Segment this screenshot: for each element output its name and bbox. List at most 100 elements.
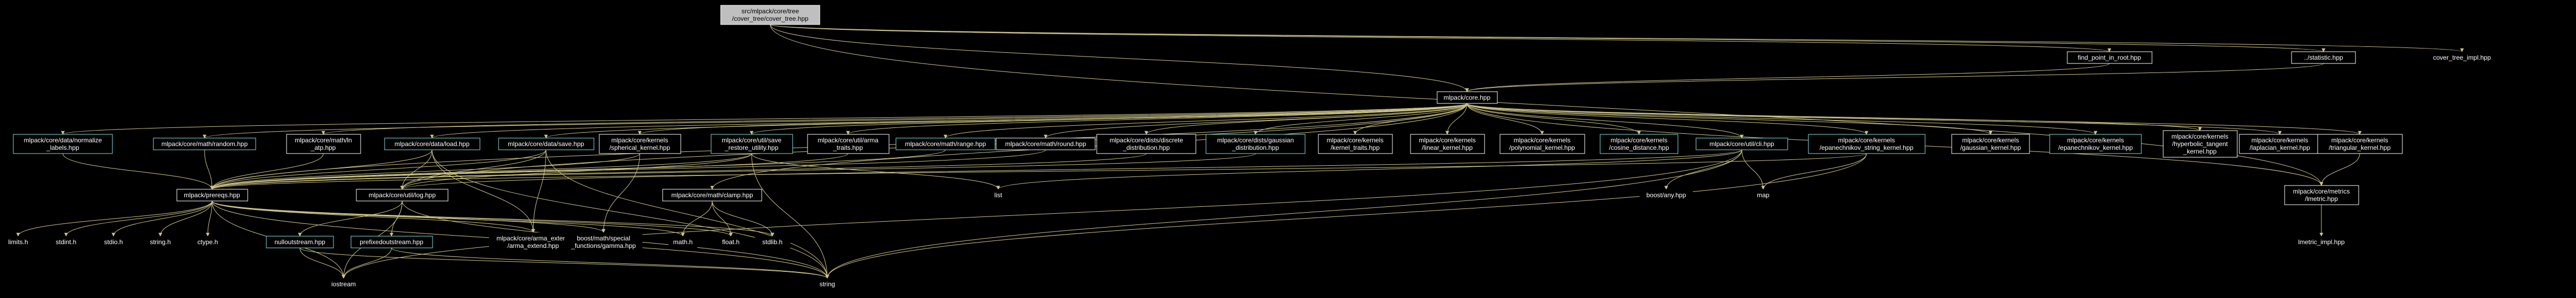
edge-n7-n28 [210, 153, 324, 190]
node-mlpack-core-kernels-laplacian-kernel-hpp[interactable]: mlpack/core/kernels/laplacian_kernel.hpp [2239, 134, 2321, 154]
edge-n4-n16 [1253, 103, 1468, 135]
edge-n4-n25 [1466, 103, 2202, 131]
node-mlpack-core-math-ln-atp-hpp[interactable]: mlpack/core/math/ln_atp.hpp [286, 134, 361, 154]
node-label: /arma_extend.hpp [508, 242, 559, 249]
node-mlpack-core-math-clamp-hpp[interactable]: mlpack/core/math/clamp.hpp [662, 189, 762, 202]
node-mlpack-core-math-range-hpp[interactable]: mlpack/core/math/range.hpp [895, 138, 996, 150]
node-mlpack-core-kernels-hyperbolic-tangent-kernel-hpp[interactable]: mlpack/core/kernels/hyperbolic_tangent_k… [2163, 130, 2238, 158]
edge-n22-n49 [825, 153, 1867, 279]
edge-n11-n31 [751, 153, 1000, 190]
node-mlpack-core-kernels-spherical-kernel-hpp[interactable]: mlpack/core/kernels/spherical_kernel.hpp [599, 134, 681, 154]
edge-n30-n45 [712, 200, 733, 237]
node-nulloutstream-hpp[interactable]: nulloutstream.hpp [266, 236, 334, 248]
node-box [266, 236, 334, 248]
edge-n0-n2 [770, 24, 2325, 52]
node-box [2291, 51, 2356, 64]
edge-n4-n23 [1466, 103, 1993, 135]
node-prefixedoutstream-hpp[interactable]: prefixedoutstream.hpp [350, 236, 433, 248]
edge-n4-n24 [1466, 103, 2098, 135]
edge-n22-n33 [1761, 153, 1867, 190]
edge-n41-n49 [391, 247, 829, 279]
edge-n41-n48 [341, 247, 392, 279]
edge-n0-n4 [770, 24, 1469, 92]
node-mlpack-core-kernels-epanechnikov-string-kernel-hpp[interactable]: mlpack/core/kernels/epanechnikov_string_… [1808, 134, 1926, 154]
node-mlpack-core-data-load-hpp[interactable]: mlpack/core/data/load.hpp [384, 138, 480, 150]
node-label: _kernel.hpp [2183, 148, 2217, 155]
edge-n21-n32 [1664, 149, 1742, 190]
node-mlpack-core-data-normalize-labels-hpp[interactable]: mlpack/core/data/normalize_labels.hpp [13, 134, 113, 154]
node-boost-any-hpp: boost/any.hpp [1640, 189, 1693, 201]
node-box [384, 138, 480, 150]
node-label: mlpack/core/util/log.hpp [369, 191, 436, 199]
edge-n21-n33 [1741, 149, 1765, 190]
node-box [1640, 189, 1693, 201]
node-label: stdlib.h [762, 238, 782, 246]
node-label: mlpack/core/util/arma [818, 136, 878, 144]
node-mlpack-core-data-save-hpp[interactable]: mlpack/core/data/save.hpp [498, 138, 594, 150]
node-label: math.h [673, 238, 693, 246]
node-mlpack-core-hpp[interactable]: mlpack/core.hpp [1437, 91, 1498, 104]
node-label: /lmetric.hpp [2305, 195, 2338, 203]
node-mlpack-core-math-random-hpp[interactable]: mlpack/core/math/random.hpp [153, 138, 256, 150]
edge-n10-n43 [601, 153, 640, 233]
node-label: _traits.hpp [833, 144, 863, 151]
edge-n4-n10 [638, 103, 1468, 135]
node-label: mlpack/core/kernels [2252, 136, 2309, 144]
node-label: mlpack/core/kernels [2172, 133, 2229, 140]
node-box [350, 236, 433, 248]
node-label: src/mlpack/core/tree [741, 7, 799, 15]
node-mlpack-core-util-log-hpp[interactable]: mlpack/core/util/log.hpp [356, 189, 449, 202]
node-label: mlpack/core/kernels [1514, 136, 1571, 144]
node-mlpack-core-metrics-lmetric-hpp[interactable]: mlpack/core/metrics/lmetric.hpp [2284, 185, 2359, 205]
edge-n4-n22 [1466, 103, 1869, 135]
node-label: mlpack/core/math/ln [295, 136, 352, 144]
node-mlpack-core-util-arma-traits-hpp[interactable]: mlpack/core/util/arma_traits.hpp [807, 134, 890, 154]
node-label: mlpack/core/data/normalize [24, 136, 102, 144]
edge-n16-n28 [210, 153, 1256, 190]
node-mlpack-core-kernels-cosine-distance-hpp[interactable]: mlpack/core/kernels/cosine_distance.hpp [1600, 134, 1678, 154]
node-box [498, 138, 594, 150]
node-mlpack-core-kernels-polynomial-kernel-hpp[interactable]: mlpack/core/kernels/polynomial_kernel.hp… [1499, 134, 1585, 154]
edge-n8-n29 [400, 149, 433, 190]
node-mlpack-prereqs-hpp[interactable]: mlpack/prereqs.hpp [176, 189, 248, 202]
edge-n8-n49 [431, 149, 829, 279]
node-mlpack-core-kernels-linear-kernel-hpp[interactable]: mlpack/core/kernels/linear_kernel.hpp [1410, 134, 1485, 154]
node-list: list [988, 189, 1009, 201]
edge-n21-n49 [825, 149, 1742, 279]
node-find-point-in-root-hpp[interactable]: find_point_in_root.hpp [2067, 51, 2153, 64]
node-mlpack-core-kernels-triangular-kernel-hpp[interactable]: mlpack/core/kernels/triangular_kernel.hp… [2317, 134, 2403, 154]
node-mlpack-core-math-round-hpp[interactable]: mlpack/core/math/round.hpp [996, 138, 1096, 150]
edge-n4-n21 [1466, 103, 1744, 139]
node-label: boost/math/special [577, 235, 630, 242]
node-box [326, 278, 362, 290]
node-label: mlpack/core/kernels [2067, 136, 2124, 144]
edge-n28-n36 [64, 200, 213, 237]
node-label: limits.h [8, 238, 28, 246]
node-box [2049, 134, 2142, 154]
node-label: mlpack/core/kernels [1419, 136, 1476, 144]
node-mlpack-core-kernels-gaussian-kernel-hpp[interactable]: mlpack/core/kernels/gaussian_kernel.hpp [1951, 134, 2030, 154]
node-label: /spherical_kernel.hpp [609, 144, 670, 151]
edge-n21-n29 [400, 149, 1742, 190]
node-box [988, 189, 1009, 201]
node-mlpack-core-dists-gaussian-distribution-hpp[interactable]: mlpack/core/dists/gaussian_distribution.… [1205, 134, 1306, 154]
node-box [2317, 134, 2403, 154]
node-mlpack-core-dists-discrete-distribution-hpp[interactable]: mlpack/core/dists/discrete_distribution.… [1096, 134, 1196, 154]
edge-n30-n46 [712, 200, 775, 237]
node-mlpack-core-kernels-epanechnikov-kernel-hpp[interactable]: mlpack/core/kernels/epanechnikov_kernel.… [2049, 134, 2142, 154]
node-box [565, 232, 642, 252]
node-mlpack-core-util-save-restore-utility-hpp[interactable]: mlpack/core/util/save_restore_utility.hp… [711, 134, 793, 154]
edge-n27-n34 [2319, 153, 2360, 186]
node-mlpack-core-kernels-kernel-traits-hpp[interactable]: mlpack/core/kernels/kernel_traits.hpp [1318, 134, 1393, 154]
node-string-h: string.h [143, 236, 178, 248]
node-box [48, 236, 84, 248]
node-box [286, 134, 361, 154]
node-label: _distribution.hpp [1232, 144, 1279, 151]
node-src-mlpack-core-tree-cover-tree-cover-tree-hpp[interactable]: src/mlpack/core/tree/cover_tree/cover_tr… [720, 5, 820, 25]
node-label: nulloutstream.hpp [274, 238, 325, 246]
node-label: ../statistic.hpp [2304, 54, 2343, 61]
edge-n8-n28 [210, 149, 433, 190]
node-mlpack-core-util-cli-hpp[interactable]: mlpack/core/util/cli.hpp [1695, 138, 1788, 150]
node-box [1318, 134, 1393, 154]
node-statistic-hpp[interactable]: ../statistic.hpp [2291, 51, 2356, 64]
